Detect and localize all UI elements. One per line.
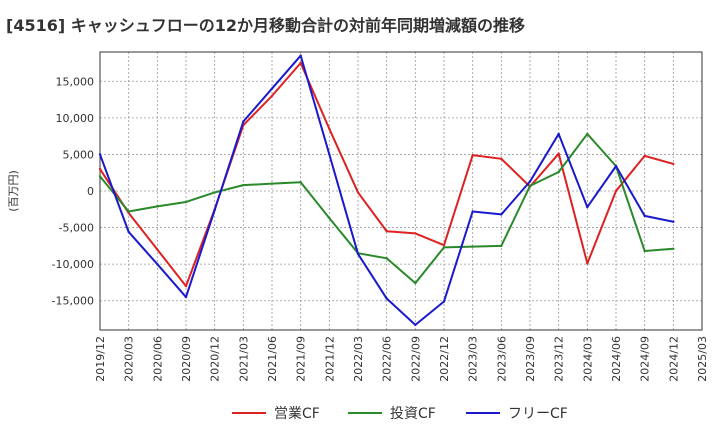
data-point bbox=[299, 181, 302, 184]
data-point bbox=[328, 216, 331, 220]
x-tick-label: 2021/06 bbox=[266, 336, 279, 382]
data-point bbox=[586, 205, 589, 209]
data-point bbox=[442, 243, 446, 247]
data-point bbox=[385, 257, 388, 260]
data-point bbox=[98, 153, 102, 156]
data-point bbox=[299, 54, 302, 57]
y-tick-label: 15,000 bbox=[56, 75, 95, 88]
data-point bbox=[586, 262, 589, 265]
x-tick-label: 2024/12 bbox=[667, 336, 680, 382]
data-point bbox=[500, 157, 503, 161]
data-point bbox=[356, 252, 360, 256]
y-tick-label: 0 bbox=[87, 185, 94, 198]
data-point bbox=[127, 210, 130, 213]
data-point bbox=[385, 230, 388, 233]
data-point bbox=[442, 246, 446, 249]
x-tick-label: 2019/12 bbox=[94, 336, 107, 382]
data-point bbox=[98, 175, 102, 178]
data-point bbox=[184, 200, 188, 204]
x-tick-label: 2021/12 bbox=[323, 336, 336, 382]
x-tick-label: 2023/06 bbox=[495, 336, 508, 382]
data-point bbox=[213, 208, 216, 212]
data-point bbox=[385, 297, 388, 300]
data-point bbox=[442, 300, 446, 303]
data-point bbox=[328, 127, 331, 131]
data-point bbox=[500, 213, 503, 216]
legend-layer: 営業CF 投資CF フリーCF bbox=[232, 406, 568, 422]
data-point bbox=[528, 184, 532, 188]
y-tick-label: 10,000 bbox=[56, 112, 95, 125]
data-point bbox=[299, 61, 302, 65]
x-tick-label: 2025/03 bbox=[696, 336, 709, 382]
data-point bbox=[643, 214, 646, 218]
plot-frame bbox=[99, 51, 703, 331]
data-point bbox=[127, 230, 130, 234]
data-point bbox=[328, 153, 331, 156]
data-point bbox=[356, 191, 360, 194]
chart-title: [4516] キャッシュフローの12か月移動合計の対前年同期増減額の推移 bbox=[6, 16, 525, 35]
data-point bbox=[557, 152, 560, 155]
data-point bbox=[156, 248, 159, 251]
grid-layer bbox=[100, 52, 702, 330]
x-tick-label: 2023/12 bbox=[553, 336, 566, 382]
data-point bbox=[184, 295, 188, 299]
x-tick-label: 2022/12 bbox=[438, 336, 451, 382]
data-point bbox=[242, 183, 245, 187]
series-layer bbox=[98, 54, 675, 327]
x-tick-label: 2024/09 bbox=[639, 336, 652, 382]
data-point bbox=[471, 210, 474, 213]
data-point bbox=[414, 281, 417, 285]
data-point bbox=[242, 120, 245, 123]
x-tick-label: 2020/03 bbox=[123, 336, 136, 382]
x-tick-label: 2021/03 bbox=[237, 336, 250, 382]
legend-label-1: 投資CF bbox=[390, 406, 436, 422]
x-tick-label: 2024/06 bbox=[610, 336, 623, 382]
data-point bbox=[672, 247, 675, 250]
data-point bbox=[471, 153, 474, 157]
x-tick-label: 2022/03 bbox=[352, 336, 365, 382]
data-point bbox=[213, 191, 216, 194]
data-point bbox=[156, 205, 159, 208]
y-tick-label: -10,000 bbox=[52, 258, 94, 271]
y-tick-label: -5,000 bbox=[59, 222, 94, 235]
data-point bbox=[270, 94, 274, 98]
x-tick-label: 2022/06 bbox=[381, 336, 394, 382]
data-point bbox=[586, 132, 589, 136]
data-point bbox=[270, 87, 274, 90]
data-point bbox=[414, 232, 417, 235]
data-point bbox=[184, 284, 188, 288]
data-point bbox=[672, 162, 675, 166]
x-tick-label: 2023/03 bbox=[467, 336, 480, 382]
x-tick-label: 2022/09 bbox=[409, 336, 422, 382]
data-point bbox=[614, 189, 618, 193]
x-tick-label: 2020/09 bbox=[180, 336, 193, 382]
data-point bbox=[643, 154, 646, 158]
data-point bbox=[270, 182, 274, 185]
x-tick-label: 2021/09 bbox=[295, 336, 308, 382]
data-point bbox=[98, 167, 102, 171]
x-tick-label: 2024/03 bbox=[581, 336, 594, 382]
x-tick-label: 2020/12 bbox=[209, 336, 222, 382]
y-axis-label: (百万円) bbox=[7, 170, 20, 212]
data-point bbox=[528, 180, 532, 183]
data-point bbox=[156, 262, 159, 266]
y-tick-label: -15,000 bbox=[52, 295, 94, 308]
data-point bbox=[557, 170, 560, 174]
data-point bbox=[643, 249, 646, 253]
data-point bbox=[672, 220, 675, 223]
legend-label-2: フリーCF bbox=[508, 406, 568, 422]
x-tick-label: 2023/09 bbox=[524, 336, 537, 382]
y-tick-label: 5,000 bbox=[63, 148, 95, 161]
x-tick-label: 2020/06 bbox=[151, 336, 164, 382]
legend-label-0: 営業CF bbox=[274, 406, 320, 422]
data-point bbox=[414, 323, 417, 327]
data-point bbox=[557, 132, 560, 136]
data-point bbox=[500, 244, 503, 248]
data-point bbox=[471, 245, 474, 248]
axis-layer: 2019/12 2020/03 2020/06 2020/09 2020/12 2021/… bbox=[7, 51, 709, 382]
data-point bbox=[614, 164, 618, 168]
